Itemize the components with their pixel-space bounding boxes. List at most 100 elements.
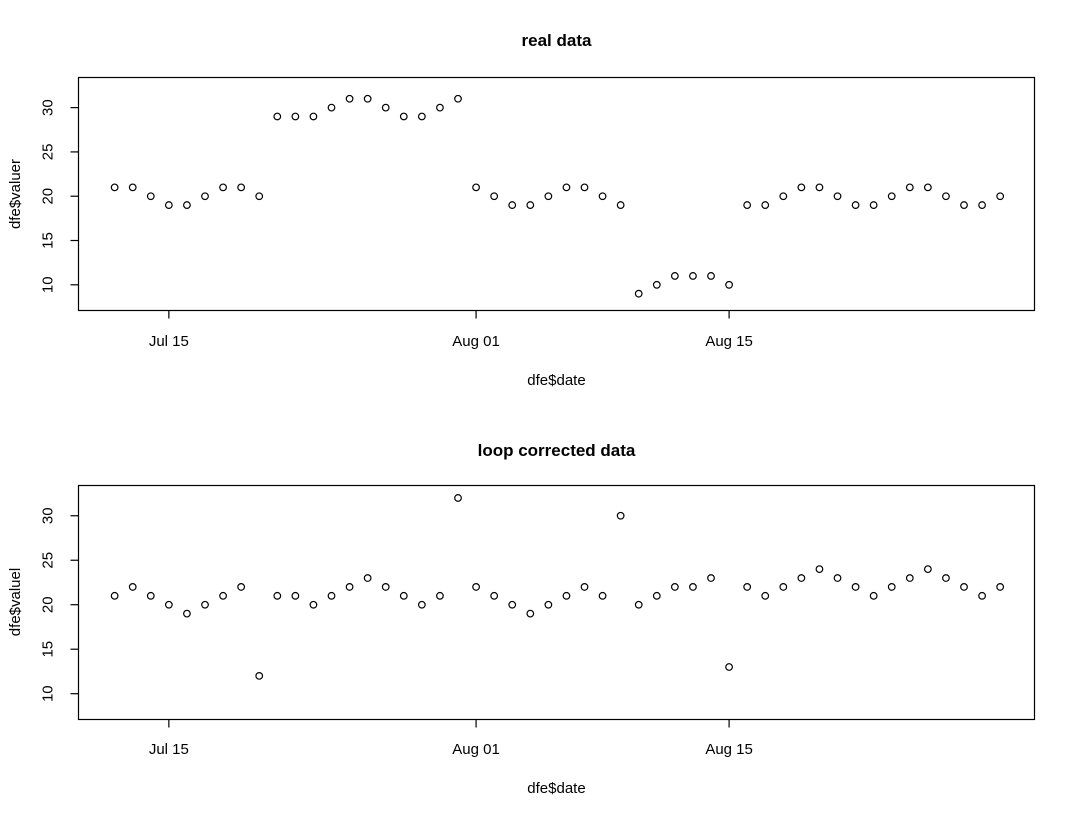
- data-point: [526, 201, 535, 209]
- x-axis-tick-label: Aug 01: [452, 741, 500, 758]
- data-point: [797, 183, 806, 192]
- data-point: [327, 591, 336, 600]
- chart2-plot-area: 10 15 20 25 30 Jul 15 Aug 01 Aug 15: [40, 484, 1036, 758]
- data-point: [761, 201, 770, 209]
- data-point: [183, 201, 191, 209]
- data-point: [725, 663, 733, 671]
- data-point: [670, 583, 679, 591]
- data-point: [146, 591, 155, 600]
- data-point: [345, 583, 354, 591]
- data-point: [472, 583, 480, 591]
- data-point: [833, 574, 842, 582]
- data-point: [978, 201, 986, 209]
- x-axis-tick-label: Jul 15: [149, 333, 189, 350]
- data-point: [942, 574, 950, 582]
- x-axis-tick-label: Aug 15: [705, 741, 753, 758]
- data-point: [923, 565, 932, 574]
- y-axis-tick-label: 25: [40, 552, 57, 569]
- data-point: [327, 103, 336, 112]
- x-axis-tick-label: Aug 01: [452, 333, 500, 350]
- data-point: [183, 609, 191, 618]
- data-point: [634, 289, 643, 298]
- data-point: [815, 565, 824, 574]
- data-point: [381, 583, 390, 591]
- data-point: [905, 183, 914, 192]
- data-point: [887, 583, 896, 591]
- data-point: [110, 591, 119, 600]
- data-point: [128, 183, 137, 192]
- data-point: [815, 183, 824, 192]
- data-point: [526, 609, 535, 618]
- chart2-x-axis-label: dfe$date: [527, 780, 585, 797]
- data-point: [670, 272, 679, 280]
- data-point: [436, 103, 444, 112]
- data-point: [219, 591, 227, 600]
- chart1-y-axis-label: dfe$valuer: [7, 159, 24, 229]
- data-point: [779, 192, 788, 201]
- data-point: [454, 494, 462, 502]
- chart1-x-axis-label: dfe$date: [527, 372, 585, 389]
- data-point: [743, 583, 752, 591]
- data-point: [887, 192, 896, 201]
- y-axis-tick-label: 15: [40, 232, 57, 249]
- data-point: [707, 574, 715, 582]
- data-point: [345, 94, 354, 103]
- data-point: [399, 112, 408, 121]
- data-point: [363, 574, 372, 582]
- data-point: [508, 201, 517, 209]
- data-point: [905, 574, 914, 582]
- data-point: [381, 103, 390, 112]
- data-point: [634, 600, 643, 609]
- y-axis-tick-label: 10: [40, 685, 57, 702]
- data-point: [454, 94, 462, 103]
- y-axis-tick-label: 30: [40, 99, 57, 116]
- data-point: [472, 183, 480, 192]
- plot-box: [77, 484, 1036, 721]
- data-point: [544, 600, 553, 609]
- data-point: [598, 591, 607, 600]
- data-point: [417, 600, 426, 609]
- data-point: [996, 583, 1005, 591]
- data-point: [833, 192, 842, 201]
- data-point: [237, 183, 246, 192]
- data-point: [128, 583, 137, 591]
- data-point: [797, 574, 806, 582]
- data-point: [869, 201, 878, 209]
- data-point: [652, 591, 661, 600]
- data-point: [110, 183, 119, 192]
- data-point: [996, 192, 1005, 201]
- data-point: [201, 192, 209, 201]
- chart1-plot-area: 10 15 20 25 30 Jul 15 Aug 01 Aug 15: [40, 76, 1036, 350]
- data-point: [363, 94, 372, 103]
- data-point: [562, 591, 571, 600]
- data-point: [851, 583, 860, 591]
- data-point: [291, 591, 300, 600]
- y-axis-tick-label: 30: [40, 507, 57, 524]
- data-point: [273, 591, 282, 600]
- data-point: [689, 583, 697, 591]
- data-point: [399, 591, 408, 600]
- data-point: [219, 183, 227, 192]
- data-point: [490, 192, 499, 201]
- data-point: [707, 272, 715, 280]
- data-point: [779, 583, 788, 591]
- data-point: [942, 192, 950, 201]
- data-point: [201, 600, 209, 609]
- data-point: [851, 201, 860, 209]
- data-point: [255, 192, 264, 201]
- data-point: [273, 112, 282, 121]
- data-point: [164, 201, 173, 209]
- plot-box: [77, 76, 1036, 312]
- y-axis-tick-label: 20: [40, 596, 57, 613]
- data-point: [960, 583, 968, 591]
- x-axis-tick-label: Aug 15: [705, 333, 753, 350]
- chart2-title: loop corrected data: [478, 441, 636, 460]
- y-axis-tick-label: 20: [40, 188, 57, 205]
- y-axis-tick-label: 15: [40, 641, 57, 658]
- data-point: [490, 591, 499, 600]
- data-point: [309, 600, 318, 609]
- data-point: [146, 192, 155, 201]
- data-point: [580, 183, 589, 192]
- data-point: [616, 511, 625, 520]
